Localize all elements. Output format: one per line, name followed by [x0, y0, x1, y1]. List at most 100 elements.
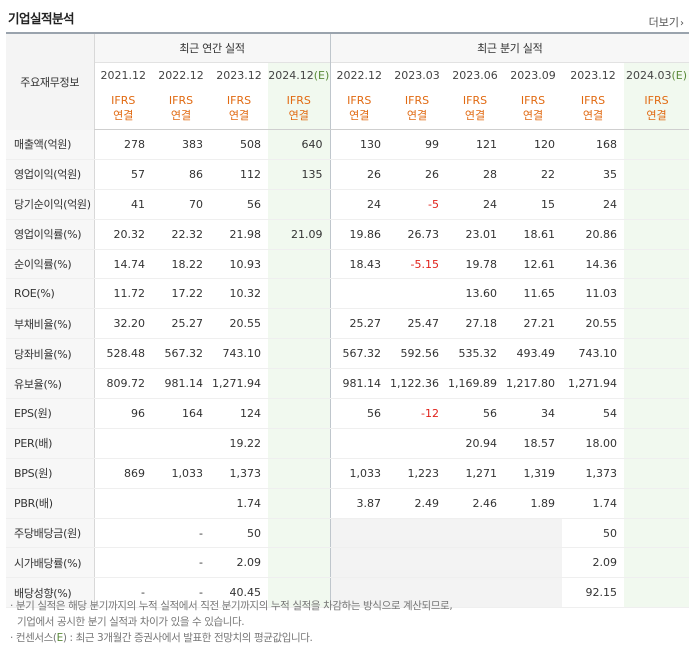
table-cell: 24 [562, 189, 625, 220]
table-cell: 19.78 [446, 249, 505, 280]
more-link[interactable]: 더보기› [649, 14, 684, 30]
table-cell: 34 [504, 398, 563, 429]
ifrs-label: IFRS [286, 94, 311, 107]
table-cell [446, 547, 505, 579]
table-cell: 2.09 [210, 547, 268, 579]
table-row: 당기순이익(억원) 41 70 56 24 -5 24 15 24 [6, 189, 690, 220]
footnote-2: · 컨센서스(E) : 최근 3개월간 증권사에서 발표한 전망치의 평균값입니… [10, 632, 313, 644]
period-header: 2023.03 [388, 62, 447, 87]
table-cell: 25.27 [329, 308, 389, 340]
table-cell [624, 218, 690, 250]
table-cell: 1,223 [388, 458, 447, 489]
table-cell: 10.93 [210, 249, 268, 280]
row-head-label: 주요재무정보 [6, 32, 94, 130]
table-row: EPS(원) 96 164 124 56 -12 56 34 54 [6, 398, 690, 429]
consolidated-label: 연결 [406, 109, 428, 122]
ifrs-label: IFRS [168, 94, 194, 107]
table-cell: 15 [504, 189, 563, 220]
footnote-2-suffix: ) : 최근 3개월간 증권사에서 발표한 전망치의 평균값입니다. [62, 632, 313, 644]
table-cell: 18.57 [504, 428, 563, 459]
table-cell: 1,319 [504, 458, 563, 489]
table-cell: 1,217.80 [504, 368, 563, 400]
footnotes: · 분기 실적은 해당 분기까지의 누적 실적에서 직전 분기까지의 누적 실적… [10, 598, 453, 646]
table-cell: 12.61 [504, 249, 563, 280]
table-cell: 13.60 [446, 278, 505, 310]
period-header: 2023.09 [504, 62, 563, 87]
table-row: 주당배당금(원) -50 50 [6, 517, 690, 549]
table-row: 부채비율(%) 32.20 25.27 20.55 25.27 25.47 27.18 27.… [6, 308, 690, 340]
table-cell [152, 428, 210, 459]
table-cell [268, 458, 331, 489]
table-cell: 981.14 [329, 368, 389, 400]
table-cell [624, 368, 690, 400]
estimate-mark: (E) [313, 68, 330, 82]
table-cell [268, 547, 331, 579]
footnote-2-e: E [56, 632, 64, 644]
ifrs-header: IFRS 연결 [152, 87, 210, 130]
table-cell: 121 [446, 129, 505, 160]
table-cell [268, 368, 331, 400]
ifrs-label: IFRS [580, 94, 606, 107]
table-cell [624, 278, 690, 310]
table-cell [504, 517, 563, 549]
table-cell: 2.46 [446, 488, 505, 519]
chevron-right-icon: › [680, 18, 684, 29]
financial-table: 주요재무정보 최근 연간 실적 최근 분기 실적 2021.12 2022.12 2… [6, 32, 690, 609]
table-cell: 25.27 [152, 308, 210, 340]
table-row: BPS(원) 869 1,033 1,373 1,033 1,223 1,271 1,319 1… [6, 458, 690, 489]
table-cell: 11.03 [562, 278, 625, 310]
table-cell: 19.86 [329, 218, 389, 250]
table-cell: 57 [93, 159, 152, 190]
footnote-1-cont: 기업에서 공시한 분기 실적과 차이가 있을 수 있습니다. [17, 616, 245, 628]
table-cell: 18.22 [152, 249, 210, 280]
row-label: 영업이익(억원) [6, 159, 94, 190]
consolidated-label: 연결 [288, 109, 309, 122]
table-cell: - [93, 577, 152, 609]
table-cell: 10.32 [210, 278, 268, 310]
table-cell: 164 [152, 398, 210, 429]
annual-group-header: 최근 연간 실적 [93, 32, 331, 63]
ifrs-label: IFRS [644, 94, 669, 107]
table-cell [268, 517, 331, 549]
table-cell [268, 488, 331, 519]
table-cell [93, 428, 152, 459]
period-header: 2024.03(E) [624, 62, 690, 87]
table-cell: -12 [388, 398, 447, 429]
consolidated-label: 연결 [464, 109, 486, 122]
table-cell: 19.22 [210, 428, 268, 459]
table-cell: 1.74 [210, 488, 268, 519]
ifrs-label: IFRS [462, 94, 488, 107]
table-cell [624, 398, 690, 429]
table-row: 영업이익률(%) 20.32 22.32 21.98 21.09 19.86 26.73 23… [6, 218, 690, 250]
table-cell: 11.72 [93, 278, 152, 310]
ifrs-header: IFRS 연결 [268, 87, 331, 130]
table-cell [152, 488, 210, 519]
table-cell: 54 [562, 398, 625, 429]
table-cell: - [152, 517, 210, 549]
more-label: 더보기 [648, 16, 679, 29]
row-label: 주당배당금(원) [6, 517, 94, 549]
table-cell [329, 517, 389, 549]
table-cell [268, 278, 331, 310]
consolidated-label: 연결 [582, 109, 604, 122]
period-row: 2021.12 2022.12 2023.12 2024.12(E) 2022.12 20… [6, 62, 690, 87]
table-cell: 743.10 [210, 338, 268, 370]
table-cell: 96 [93, 398, 152, 429]
table-cell [268, 249, 331, 280]
table-cell [446, 517, 505, 549]
table-row: 순이익률(%) 14.74 18.22 10.93 18.43 -5.15 19.78 12.… [6, 249, 690, 280]
table-cell: 2.49 [388, 488, 447, 519]
row-label: 배당성향(%) [6, 577, 94, 609]
section-title: 기업실적분석 [8, 11, 75, 26]
table-cell: 130 [329, 129, 389, 160]
table-cell [388, 547, 447, 579]
table-cell: 20.86 [562, 218, 625, 250]
period-header: 2023.12 [210, 62, 268, 87]
table-cell [388, 428, 447, 459]
table-cell: 981.14 [152, 368, 210, 400]
table-cell: 20.55 [210, 308, 268, 340]
table-cell [268, 308, 331, 340]
table-cell [624, 129, 690, 160]
table-cell [624, 428, 690, 459]
ifrs-header: IFRS 연결 [93, 87, 152, 130]
